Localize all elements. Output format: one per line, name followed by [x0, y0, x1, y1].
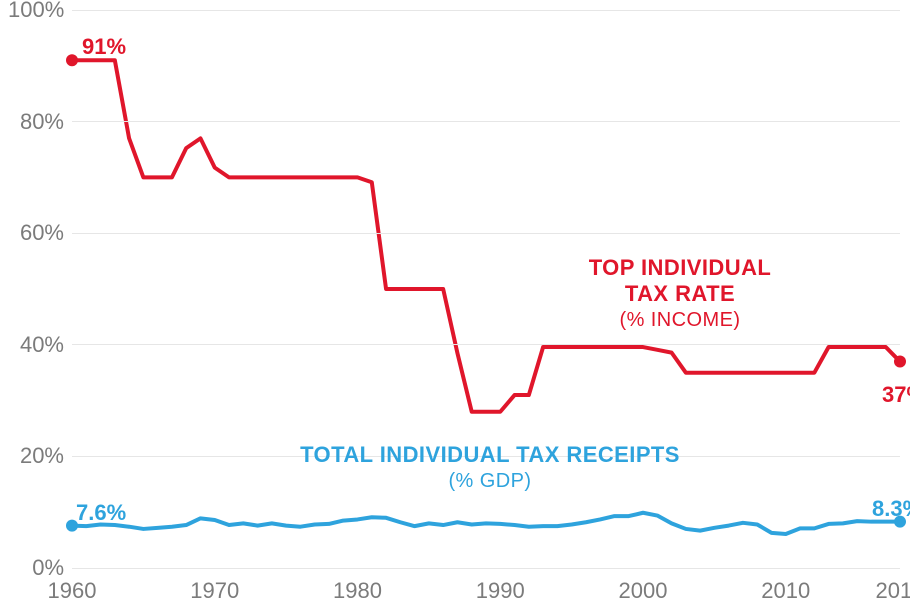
tax-chart: 0%20%40%60%80%100%1960197019801990200020…: [0, 0, 910, 608]
gridline: [72, 568, 900, 569]
y-tick-label: 100%: [8, 0, 64, 23]
series-receipts-start-label: 7.6%: [76, 500, 126, 526]
y-tick-label: 80%: [8, 109, 64, 135]
x-tick-label: 1990: [476, 578, 525, 604]
gridline: [72, 121, 900, 122]
series-top_rate-marker: [894, 356, 906, 368]
gridline: [72, 344, 900, 345]
gridline: [72, 10, 900, 11]
gridline: [72, 233, 900, 234]
x-tick-label: 2000: [619, 578, 668, 604]
y-tick-label: 20%: [8, 443, 64, 469]
y-tick-label: 40%: [8, 332, 64, 358]
x-tick-label: 1980: [333, 578, 382, 604]
series-receipts-end-label: 8.3%: [872, 496, 910, 522]
series-top_rate-label: TOP INDIVIDUAL TAX RATE(% INCOME): [565, 255, 795, 332]
series-top_rate-end-label: 37%: [882, 382, 910, 408]
series-top_rate-start-label: 91%: [82, 34, 126, 60]
series-receipts-label: TOTAL INDIVIDUAL TAX RECEIPTS(% GDP): [300, 442, 680, 493]
x-tick-label: 2010: [761, 578, 810, 604]
x-tick-label: 1960: [48, 578, 97, 604]
series-top_rate-marker: [66, 54, 78, 66]
series-receipts: [72, 513, 900, 534]
series-top_rate: [72, 60, 900, 412]
y-tick-label: 60%: [8, 220, 64, 246]
x-tick-label: 2018: [876, 578, 910, 604]
x-tick-label: 1970: [190, 578, 239, 604]
